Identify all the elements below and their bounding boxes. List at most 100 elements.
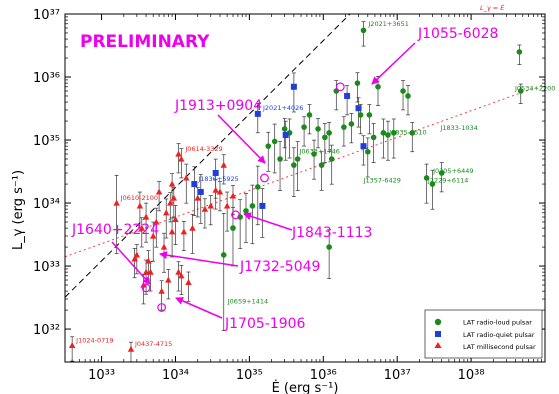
legend-box — [424, 309, 543, 359]
legend-marker-msp — [434, 342, 442, 348]
y-tick-label: 10³⁵ — [33, 134, 60, 149]
x-tick-label: 10³⁵ — [236, 368, 263, 383]
y-tick-label: 10³⁷ — [33, 8, 60, 23]
point-label: J0633+1746 — [298, 147, 339, 155]
data-point — [291, 162, 297, 168]
data-point — [147, 268, 154, 275]
data-point — [517, 88, 524, 94]
data-point — [344, 92, 351, 99]
callout-label: J1705-1906 — [224, 316, 306, 332]
data-point — [172, 215, 179, 222]
data-point — [220, 161, 227, 168]
data-point — [197, 188, 204, 195]
data-point — [150, 232, 157, 239]
legend-label-radio-loud: LAT radio-loud pulsar — [463, 319, 532, 327]
data-point — [341, 124, 347, 130]
data-point — [165, 276, 172, 283]
data-point — [249, 203, 256, 209]
reference-line — [65, 14, 351, 298]
x-tick-label: 10³⁷ — [384, 368, 411, 383]
legend-marker-radio-quiet — [435, 331, 441, 337]
data-point — [315, 126, 321, 132]
data-point — [231, 210, 240, 220]
legend-marker-radio-loud — [434, 318, 442, 326]
x-tick-label: 10³⁸ — [458, 368, 485, 383]
preliminary-watermark: PRELIMINARY — [80, 32, 210, 52]
point-label: J0534+2200 — [514, 84, 555, 92]
data-point — [113, 199, 120, 206]
data-point — [168, 228, 176, 235]
data-point — [409, 130, 416, 136]
data-point — [133, 251, 141, 258]
data-point — [260, 173, 269, 183]
data-point — [282, 132, 289, 139]
data-point — [175, 150, 182, 157]
point-label: J0437-4715 — [134, 340, 172, 348]
data-point — [294, 156, 301, 162]
data-point — [318, 162, 325, 168]
data-point — [131, 255, 138, 262]
data-point — [191, 181, 198, 188]
point-label: J1836+5925 — [197, 175, 238, 183]
data-point — [223, 202, 231, 209]
reference-lines — [65, 14, 545, 298]
data-point — [155, 188, 163, 195]
data-point — [322, 134, 328, 141]
callout-label: J1055-6028 — [417, 26, 498, 42]
data-point — [335, 82, 345, 92]
data-point — [157, 303, 167, 312]
point-label: J2229+6114 — [427, 176, 468, 184]
data-point — [216, 188, 224, 195]
y-axis-title: L_γ (erg s⁻¹) — [11, 170, 26, 250]
data-point — [170, 194, 178, 201]
data-point — [328, 156, 335, 162]
point-label: J1357-6429 — [363, 176, 401, 184]
data-point — [163, 209, 170, 216]
data-point — [357, 112, 364, 118]
data-point — [370, 134, 377, 141]
data-point — [207, 202, 214, 209]
data-point — [405, 93, 411, 99]
x-tick-label: 10³⁶ — [310, 368, 337, 383]
data-point — [168, 180, 176, 187]
data-point — [277, 156, 283, 162]
data-point — [153, 218, 160, 225]
data-point — [265, 143, 272, 149]
point-label: J2021+3651 — [367, 20, 408, 28]
data-point — [360, 143, 367, 150]
data-point — [230, 225, 236, 231]
legend-label-msp: LAT millisecond pulsar — [463, 343, 536, 351]
data-point — [167, 199, 174, 206]
data-point — [290, 83, 297, 90]
x-axis-ticks: 10³³ 10³⁴ 10³⁵ 10³⁶ 10³⁷ 10³⁸ — [71, 14, 546, 383]
data-point — [185, 279, 192, 286]
data-point — [189, 224, 196, 231]
data-point — [142, 213, 150, 220]
data-point — [158, 287, 165, 294]
data-point — [259, 202, 266, 209]
callout-label: J1732-5049 — [239, 259, 320, 275]
data-point — [385, 132, 391, 138]
point-label: J1833-1034 — [439, 124, 477, 132]
data-point — [271, 138, 278, 145]
callout-label: J1640+2224 — [71, 222, 159, 238]
data-point — [306, 112, 313, 118]
callout-annotations: J1055-6028 J1913+0904 J1843-1113 J1640+2… — [71, 26, 498, 332]
data-point — [194, 194, 201, 201]
callout-arrow — [111, 241, 151, 285]
data-point — [516, 49, 523, 55]
data-points — [68, 27, 524, 352]
y-axis-ticks: 10³² 10³³ 10³⁴ 10³⁵ 10³⁶ 10³⁷ — [33, 8, 545, 338]
data-point — [142, 268, 150, 275]
point-label: J0659+1414 — [227, 297, 268, 305]
data-point — [311, 151, 317, 157]
callout-label: J1843-1113 — [291, 225, 372, 241]
data-point — [229, 192, 237, 199]
reference-line — [65, 83, 545, 258]
data-point — [138, 224, 145, 231]
legend: LAT radio-loud pulsar LAT radio-quiet pu… — [424, 309, 543, 359]
callout-arrow — [159, 251, 239, 267]
data-point — [160, 243, 168, 250]
data-point — [145, 257, 152, 264]
